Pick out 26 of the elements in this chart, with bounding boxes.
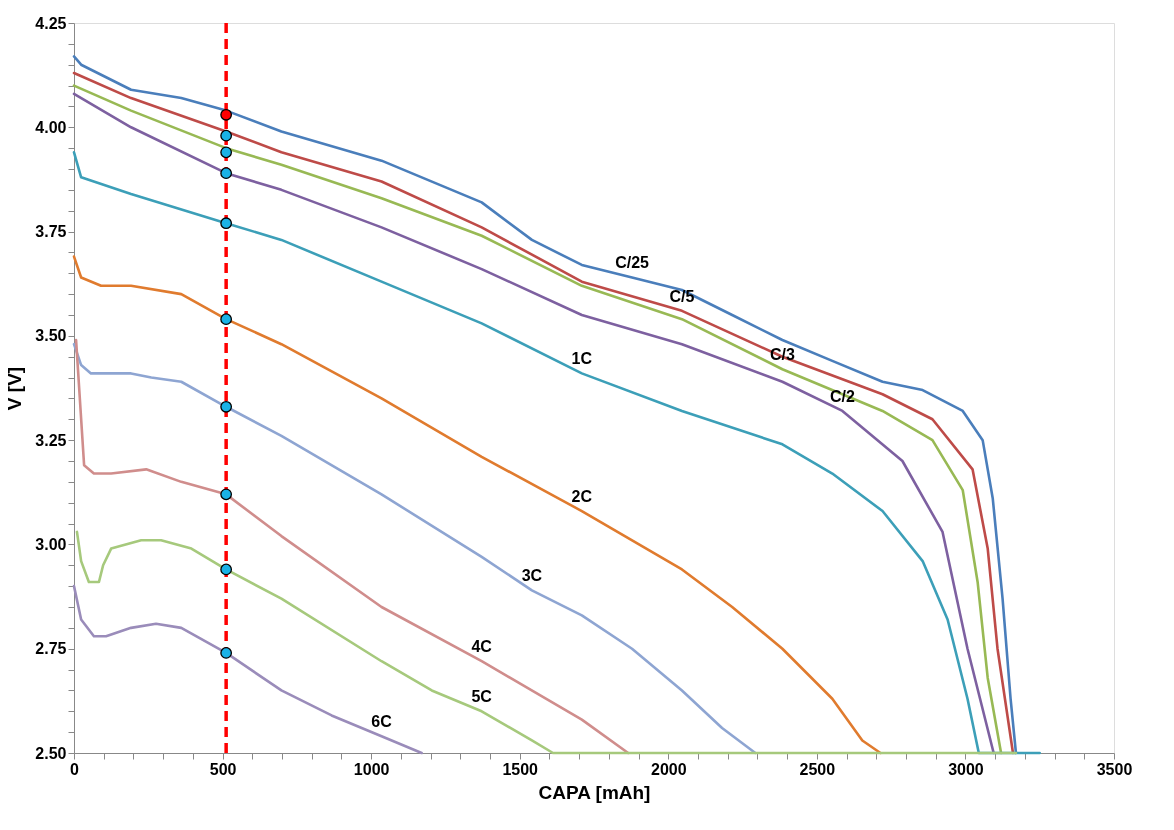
y-tick-label: 3.50 [35, 327, 67, 345]
x-tick-label: 3500 [1096, 760, 1133, 778]
y-axis-title: V [V] [4, 366, 26, 411]
series-label: C/5 [669, 287, 695, 305]
y-tick-label: 2.75 [35, 640, 67, 658]
x-tick-label: 3000 [948, 760, 984, 778]
series-label: 4C [471, 638, 493, 656]
x-tick-label: 2000 [650, 760, 687, 778]
y-tick-label: 4.25 [35, 14, 67, 32]
series-label: C/25 [615, 254, 650, 272]
series-label: 1C [571, 350, 593, 368]
x-tick-label: 1000 [353, 760, 390, 778]
x-tick-label: 500 [209, 760, 237, 778]
y-tick-label: 3.75 [35, 223, 67, 241]
series-label: 5C [471, 688, 493, 706]
x-tick-label: 0 [70, 760, 80, 778]
x-tick-label: 1500 [502, 760, 539, 778]
series-label: 3C [521, 567, 543, 585]
y-tick-label: 4.00 [35, 118, 67, 136]
x-tick-label: 2500 [799, 760, 836, 778]
series-label: 6C [371, 713, 393, 731]
x-axis-title: CAPA [mAh] [538, 781, 651, 803]
y-tick-label: 3.00 [35, 535, 67, 553]
y-tick-label: 2.50 [35, 744, 67, 762]
y-tick-label: 3.25 [35, 431, 67, 449]
series-label: 2C [571, 488, 593, 506]
